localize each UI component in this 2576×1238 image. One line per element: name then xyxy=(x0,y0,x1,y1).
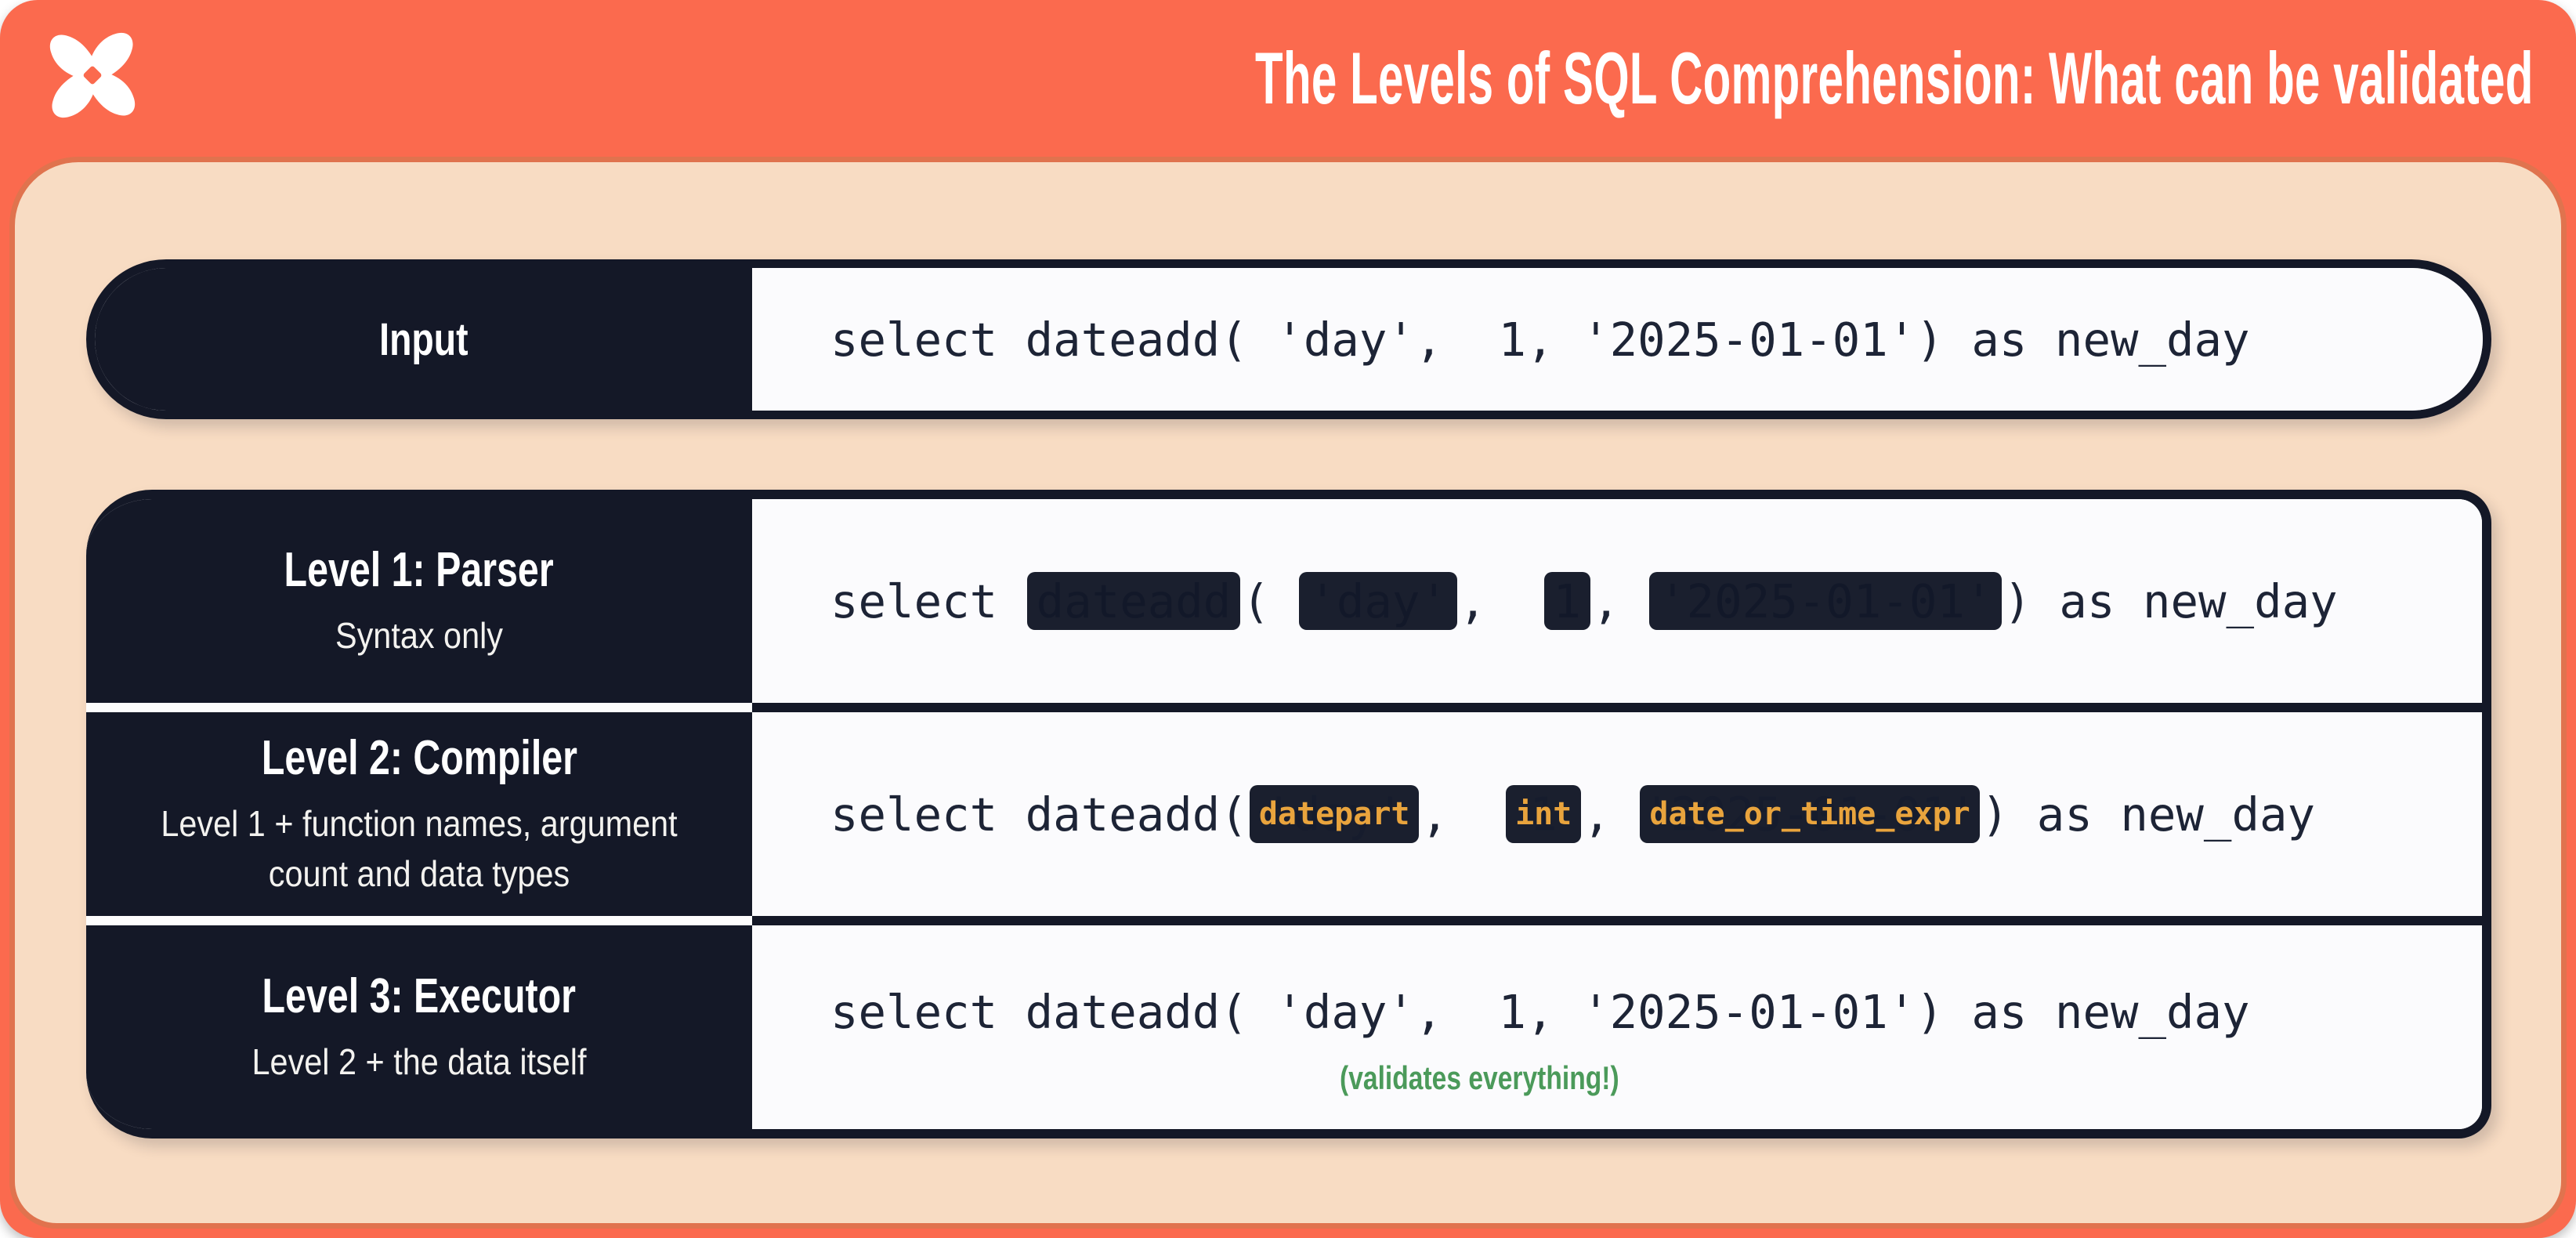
code-text: select dateadd( 'day', 1, '2025-01-01') … xyxy=(830,984,2250,1039)
type-badge-label: int xyxy=(1515,796,1572,832)
logo-center-diamond xyxy=(83,66,102,85)
level-3-subtitle: Level 2 + the data itself xyxy=(251,1041,587,1082)
level-2-subtitle: Level 1 + function names, argument count… xyxy=(161,802,678,894)
level-2-label-cell: Level 2: Compiler Level 1 + function nam… xyxy=(86,712,752,916)
code-text: select dateadd( xyxy=(830,787,1248,842)
level-2-code-cell: select dateadd('day' datepart, 1 int, '202… xyxy=(752,712,2482,916)
level-2-code-line: select dateadd('day' datepart, 1 int, '202… xyxy=(830,785,2315,843)
row-separator xyxy=(752,916,2482,925)
type-badge: 'day' datepart xyxy=(1249,785,1420,843)
redacted-token: 'day' xyxy=(1299,572,1457,630)
code-text: , xyxy=(1420,787,1505,842)
levels-table: Level 1: Parser Syntax only select datea… xyxy=(86,490,2491,1138)
row-separator xyxy=(86,916,752,925)
code-text: ( xyxy=(1242,574,1298,628)
level-3-label-cell: Level 3: Executor Level 2 + the data its… xyxy=(86,925,752,1129)
page-title: The Levels of SQL Comprehension: What ca… xyxy=(1255,37,2534,119)
input-row: Input select dateadd( 'day', 1, '2025-01… xyxy=(86,259,2491,419)
code-text: ) as new_day xyxy=(1981,787,2316,842)
input-label: Input xyxy=(378,313,469,365)
level-2-title: Level 2: Compiler xyxy=(261,730,577,785)
level-1-label-cell: Level 1: Parser Syntax only xyxy=(86,499,752,703)
code-text: select dateadd( 'day', 1, '2025-01-01') … xyxy=(830,312,2250,367)
input-code-line: select dateadd( 'day', 1, '2025-01-01') … xyxy=(830,313,2250,367)
type-badge-label: date_or_time_expr xyxy=(1649,796,1970,832)
redacted-token: dateadd xyxy=(1026,572,1241,630)
level-3-code-cell: select dateadd( 'day', 1, '2025-01-01') … xyxy=(752,925,2482,1129)
level-1-subtitle: Syntax only xyxy=(335,614,504,656)
level-3-code-line: select dateadd( 'day', 1, '2025-01-01') … xyxy=(830,985,2250,1039)
redacted-token: 1 xyxy=(1543,572,1591,630)
level-1-title: Level 1: Parser xyxy=(284,542,555,597)
type-badge: 1 int xyxy=(1506,785,1582,843)
redacted-under-text: 'day' xyxy=(1264,787,1404,842)
input-label-cell: Input xyxy=(95,268,752,411)
row-separator xyxy=(86,703,752,712)
type-badge: '2025-01-01' date_or_time_expr xyxy=(1640,785,1980,843)
header-bar: The Levels of SQL Comprehension: What ca… xyxy=(0,0,2576,157)
input-code-cell: select dateadd( 'day', 1, '2025-01-01') … xyxy=(752,268,2483,411)
code-text: , xyxy=(1458,574,1543,628)
level-1-code-cell: select dateadd( 'day', 1, '2025-01-01') … xyxy=(752,499,2482,703)
header-title-wrap: The Levels of SQL Comprehension: What ca… xyxy=(472,0,2534,157)
code-text: , xyxy=(1583,787,1639,842)
level-1-code-line: select dateadd( 'day', 1, '2025-01-01') … xyxy=(830,572,2338,630)
dbt-logo-icon xyxy=(49,32,136,118)
level-3-title: Level 3: Executor xyxy=(262,968,577,1023)
validates-everything-note: (validates everything!) xyxy=(1340,1059,1619,1096)
redacted-under-text: '2025-01-01' xyxy=(1642,787,1977,842)
code-text: ) as new_day xyxy=(2003,574,2338,628)
code-text: , xyxy=(1592,574,1648,628)
redacted-under-text: 1 xyxy=(1529,787,1558,842)
type-badge-label: datepart xyxy=(1258,796,1410,832)
code-text: select xyxy=(830,574,1026,628)
content-panel: Input select dateadd( 'day', 1, '2025-01… xyxy=(9,157,2567,1229)
redacted-token: '2025-01-01' xyxy=(1649,572,2003,630)
row-separator xyxy=(752,703,2482,712)
